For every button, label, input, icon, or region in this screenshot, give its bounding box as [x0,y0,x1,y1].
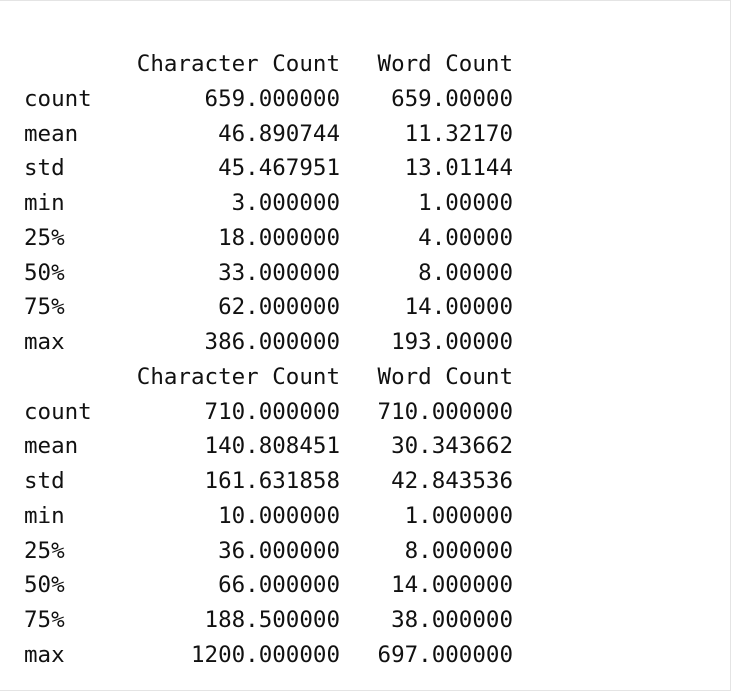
word-count-value: 8.00000 [418,259,513,286]
word-count-value: 193.00000 [391,329,513,356]
row-label: 75% [24,607,65,634]
row-label: min [24,502,65,529]
row-label: 25% [24,537,65,564]
table-row: mean 46.890744 11.32170 [24,117,513,152]
character-count-value: 659.000000 [204,85,340,112]
character-count-value: 161.631858 [204,468,340,495]
word-count-value: 14.00000 [404,294,513,321]
row-label: mean [24,433,79,460]
character-count-value: 33.000000 [218,259,340,286]
row-label: mean [24,120,79,147]
character-count-value: 140.808451 [204,433,340,460]
word-count-value: 4.00000 [418,224,513,251]
word-count-value: 697.000000 [377,641,513,668]
word-count-value: 30.343662 [391,433,513,460]
table-row: max 386.000000 193.00000 [24,325,513,360]
word-count-value: 11.32170 [404,120,513,147]
character-count-value: 188.500000 [204,607,340,634]
character-count-value: 62.000000 [218,294,340,321]
row-label: 50% [24,572,65,599]
word-count-value: 659.00000 [391,85,513,112]
character-count-header: Character Count [136,51,340,78]
table-row: 50% 33.000000 8.00000 [24,256,513,291]
row-label: max [24,641,65,668]
word-count-value: 14.000000 [391,572,513,599]
character-count-value: 45.467951 [218,155,340,182]
word-count-value: 38.000000 [391,607,513,634]
row-label: 50% [24,259,65,286]
word-count-value: 710.000000 [377,398,513,425]
table-row: min 10.000000 1.000000 [24,499,513,534]
word-count-value: 42.843536 [391,468,513,495]
word-count-header: Word Count [377,51,513,78]
character-count-value: 1200.000000 [190,641,340,668]
table-header-row: Character Count Word Count [24,47,513,82]
row-label: min [24,190,65,217]
character-count-value: 66.000000 [218,572,340,599]
row-label: count [24,85,92,112]
character-count-value: 3.000000 [231,190,340,217]
table-row: max 1200.000000 697.000000 [24,638,513,673]
character-count-value: 36.000000 [218,537,340,564]
describe-output: Character Count Word Count count 659.000… [24,47,513,673]
table-row: min 3.000000 1.00000 [24,186,513,221]
word-count-value: 8.000000 [404,537,513,564]
word-count-header: Word Count [377,363,513,390]
row-label: std [24,155,65,182]
row-label: max [24,329,65,356]
character-count-value: 46.890744 [218,120,340,147]
word-count-value: 13.01144 [404,155,513,182]
table-row: std 161.631858 42.843536 [24,464,513,499]
table-header-row: Character Count Word Count [24,360,513,395]
row-label: 75% [24,294,65,321]
row-label: count [24,398,92,425]
character-count-value: 386.000000 [204,329,340,356]
word-count-value: 1.00000 [418,190,513,217]
table-row: count 710.000000 710.000000 [24,395,513,430]
table-row: 25% 18.000000 4.00000 [24,221,513,256]
row-label: 25% [24,224,65,251]
table-row: mean 140.808451 30.343662 [24,429,513,464]
table-row: 75% 62.000000 14.00000 [24,290,513,325]
word-count-value: 1.000000 [404,502,513,529]
character-count-value: 710.000000 [204,398,340,425]
table-row: 75% 188.500000 38.000000 [24,603,513,638]
character-count-header: Character Count [136,363,340,390]
table-row: count 659.000000 659.00000 [24,82,513,117]
table-row: std 45.467951 13.01144 [24,151,513,186]
row-label: std [24,468,65,495]
character-count-value: 18.000000 [218,224,340,251]
character-count-value: 10.000000 [218,502,340,529]
table-row: 25% 36.000000 8.000000 [24,534,513,569]
table-row: 50% 66.000000 14.000000 [24,568,513,603]
